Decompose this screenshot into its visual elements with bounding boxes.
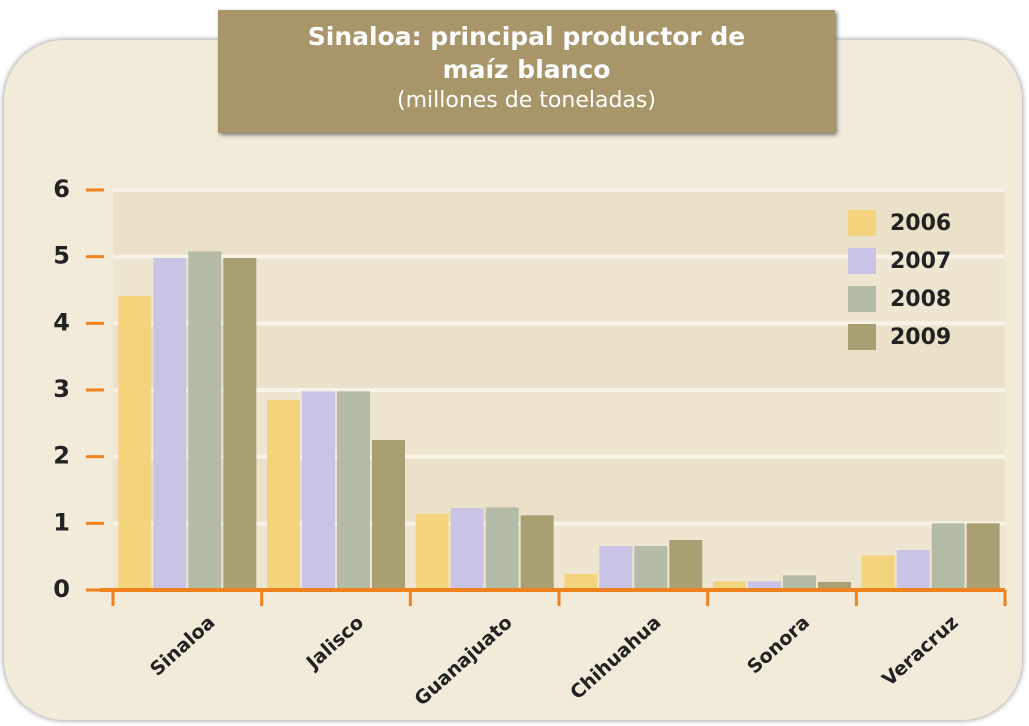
plot-band (113, 456, 1005, 524)
legend-label: 2008 (890, 287, 951, 312)
bar (599, 546, 633, 590)
bar (337, 391, 370, 590)
bar (372, 440, 405, 590)
legend-label: 2006 (890, 211, 951, 236)
title-box: Sinaloa: principal productor de maíz bla… (218, 10, 835, 133)
legend-label: 2009 (890, 325, 951, 350)
legend-label: 2007 (890, 249, 951, 274)
bar (966, 523, 1000, 590)
bar (223, 258, 257, 590)
y-tick-label: 3 (53, 375, 70, 403)
x-tick-label: Veracruz (878, 611, 963, 690)
y-tick-label: 4 (53, 308, 70, 336)
bar (818, 582, 851, 590)
y-tick-label: 2 (53, 442, 70, 470)
x-tick-label: Jalisco (301, 611, 368, 675)
plot-band (113, 390, 1005, 457)
bar (783, 575, 816, 590)
bar (415, 514, 449, 590)
bar (669, 540, 703, 590)
bar (861, 555, 895, 590)
bar (564, 574, 598, 590)
bar (520, 515, 554, 590)
bar (153, 258, 187, 590)
legend-swatch (848, 286, 876, 312)
y-tick-label: 0 (53, 575, 70, 603)
bar (450, 508, 484, 590)
chart-title: Sinaloa: principal productor de maíz bla… (307, 22, 746, 84)
x-tick-label: Guanajuato (410, 611, 516, 710)
bar (302, 391, 335, 590)
chart-subtitle: (millones de toneladas) (397, 88, 656, 113)
bar (634, 546, 668, 590)
y-tick-label: 1 (53, 508, 70, 536)
legend-swatch (848, 210, 876, 236)
x-tick-label: Sonora (743, 611, 814, 678)
bar (118, 296, 152, 590)
legend-swatch (848, 248, 876, 274)
bar (188, 251, 222, 591)
bar (748, 581, 781, 590)
bar (896, 550, 930, 590)
bar (485, 507, 519, 590)
y-tick-label: 5 (53, 242, 70, 270)
legend-swatch (848, 324, 876, 350)
bar (267, 400, 300, 590)
plot-band (113, 523, 1005, 590)
y-tick-label: 6 (53, 175, 70, 203)
x-tick-label: Sinaloa (146, 611, 219, 680)
x-tick-label: Chihuahua (566, 611, 665, 703)
bar (713, 581, 746, 590)
bar (931, 523, 965, 590)
